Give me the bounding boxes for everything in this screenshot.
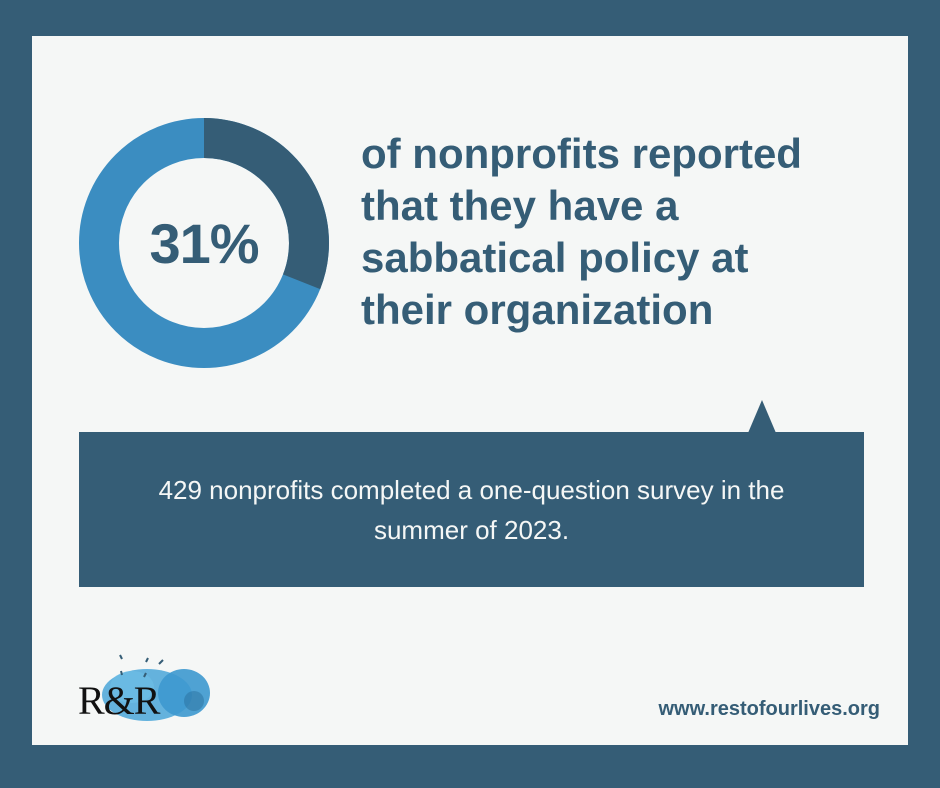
donut-ring: [79, 118, 329, 368]
brand-logo: R&R: [72, 635, 222, 735]
donut-chart: 31%: [79, 118, 329, 368]
headline-line: that they have a: [361, 182, 679, 229]
logo-wordmark: R&R: [78, 678, 160, 723]
survey-note: 429 nonprofits completed a one-question …: [158, 474, 785, 545]
headline-line: their organization: [361, 286, 714, 333]
watercolor-splash-icon: [102, 654, 210, 721]
donut-segment-yes: [79, 118, 329, 368]
headline-line: of nonprofits reported: [361, 130, 802, 177]
headline-line: sabbatical policy at: [361, 234, 749, 281]
survey-callout-box: 429 nonprofits completed a one-question …: [79, 432, 864, 587]
headline: of nonprofits reported that they have a …: [361, 128, 901, 336]
website-link[interactable]: www.restofourlives.org: [658, 698, 880, 720]
percentage-label: 31%: [149, 211, 259, 275]
callout-pointer: [748, 400, 776, 433]
